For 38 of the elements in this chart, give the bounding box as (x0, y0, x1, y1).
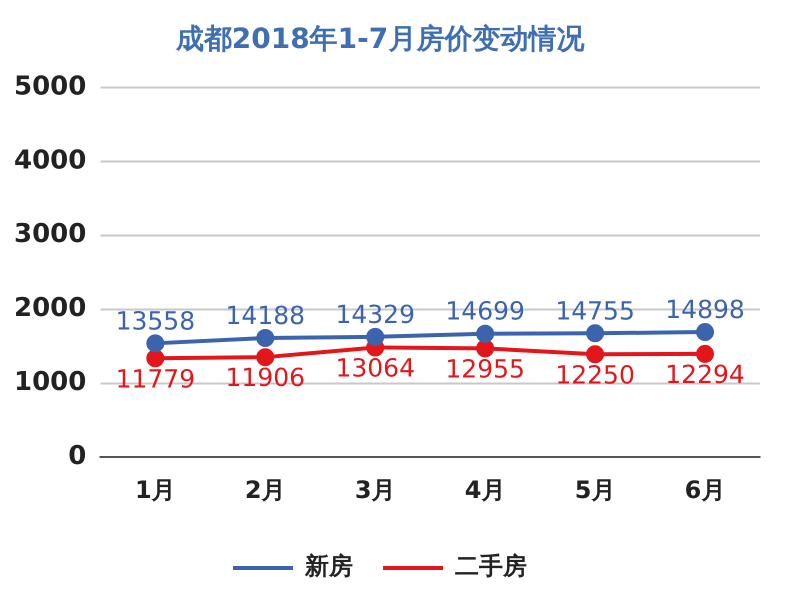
x-tick-label: 4月 (464, 476, 506, 504)
data-label: 13558 (116, 306, 196, 336)
y2-tick-label: 0 (68, 440, 86, 471)
data-label: 14329 (335, 300, 415, 329)
y2-tick-label: 2000 (14, 293, 86, 324)
data-label: 11906 (226, 363, 306, 392)
point (256, 348, 274, 366)
y2-tick-label: 5000 (14, 71, 86, 102)
data-label: 13064 (335, 353, 415, 382)
y2-tick-label: 4000 (14, 145, 86, 176)
data-label: 12250 (555, 360, 635, 390)
point (586, 345, 604, 364)
data-label: 14898 (665, 295, 745, 324)
point (476, 339, 494, 358)
data-label: 12955 (445, 354, 525, 384)
chart-title: 成都2018年1-7月房价变动情况 (174, 22, 586, 56)
x-tick-label: 2月 (244, 476, 286, 504)
data-label: 11779 (116, 364, 196, 394)
x-tick-label: 1月 (134, 476, 176, 504)
x-tick-label: 5月 (574, 476, 616, 504)
point (256, 329, 274, 348)
point (586, 324, 604, 342)
point (146, 334, 164, 352)
legend-label: 二手房 (455, 552, 527, 580)
x-tick-label: 6月 (684, 476, 726, 504)
y2-tick-label: 1000 (14, 367, 86, 398)
point (696, 323, 714, 342)
point (366, 328, 384, 346)
data-label: 14755 (555, 296, 635, 326)
x-tick-label: 3月 (354, 476, 396, 504)
y2-tick-label: 3000 (14, 219, 86, 250)
point (476, 324, 494, 343)
data-label: 14188 (226, 301, 306, 330)
point (696, 344, 714, 363)
legend-label: 新房 (304, 552, 353, 580)
point (146, 349, 164, 368)
data-label: 14699 (445, 296, 525, 326)
data-label: 12294 (665, 360, 745, 389)
